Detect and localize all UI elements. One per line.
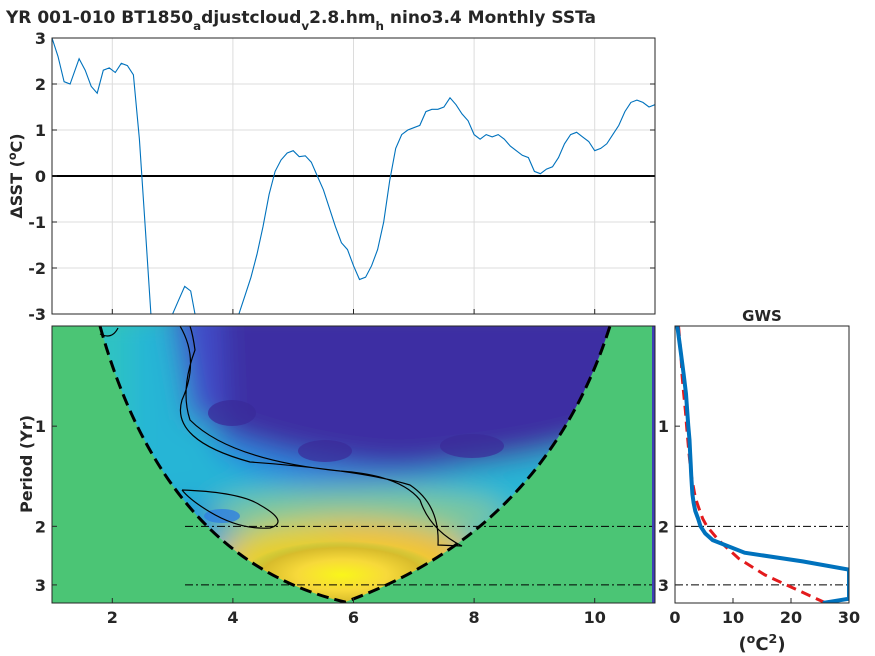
- gws-axes-background: [675, 326, 849, 603]
- y-tick-label: -2: [28, 259, 46, 278]
- timeseries-panel: -3 -2 -1 0 1 2 3 ΔSST (oC): [6, 29, 656, 324]
- y-tick-label: 1: [35, 121, 46, 140]
- wavelet-reference-lines: [185, 525, 655, 586]
- wavelet-y-label: Period (Yr): [17, 415, 36, 513]
- gws-significance-curve: [677, 326, 827, 603]
- gws-panel: 0 10 20 30 1 2 3 GWS (oC2): [658, 307, 860, 655]
- gws-x-label: (oC2): [738, 631, 785, 656]
- x-tick-label: 20: [780, 608, 802, 627]
- wavelet-low-power-spot: [298, 440, 352, 462]
- x-tick-label: 6: [348, 608, 359, 627]
- significance-contour: [179, 326, 463, 547]
- y-tick-label: -1: [28, 213, 46, 232]
- timeseries-ticks: -3 -2 -1 0 1 2 3: [28, 29, 655, 324]
- y-tick-label: 1: [658, 417, 669, 436]
- y-tick-label: 3: [35, 29, 46, 48]
- y-tick-label: 0: [35, 167, 46, 186]
- significance-contour: [181, 489, 279, 529]
- gws-reference-lines: [675, 525, 849, 586]
- x-tick-label: 30: [838, 608, 860, 627]
- gws-power-curve: [675, 326, 849, 603]
- gws-axes-frame: [674, 325, 850, 604]
- x-tick-label: 4: [227, 608, 238, 627]
- x-tick-label: 0: [669, 608, 680, 627]
- y-tick-label: 2: [35, 517, 46, 536]
- timeseries-line: [52, 38, 655, 314]
- x-tick-label: 10: [584, 608, 606, 627]
- wavelet-low-power-spot: [208, 400, 256, 426]
- gws-ticks: 0 10 20 30 1 2 3: [658, 417, 860, 627]
- timeseries-y-label: ΔSST (oC): [6, 133, 27, 218]
- y-tick-label: -3: [28, 305, 46, 324]
- gws-title: GWS: [742, 307, 782, 325]
- cone-of-influence: [98, 326, 612, 603]
- wavelet-low-power-spot: [204, 509, 240, 523]
- y-tick-label: 3: [35, 576, 46, 595]
- x-tick-label: 2: [107, 608, 118, 627]
- wavelet-low-power-spot: [440, 434, 504, 458]
- y-tick-label: 1: [35, 417, 46, 436]
- wavelet-right-edge: [652, 326, 655, 603]
- y-tick-label: 3: [658, 576, 669, 595]
- x-tick-label: 8: [469, 608, 480, 627]
- x-tick-label: 10: [722, 608, 744, 627]
- y-tick-label: 2: [35, 75, 46, 94]
- figure-title: YR 001-010 BT1850adjustcloudv2.8.hmh nin…: [5, 8, 596, 33]
- y-tick-label: 2: [658, 517, 669, 536]
